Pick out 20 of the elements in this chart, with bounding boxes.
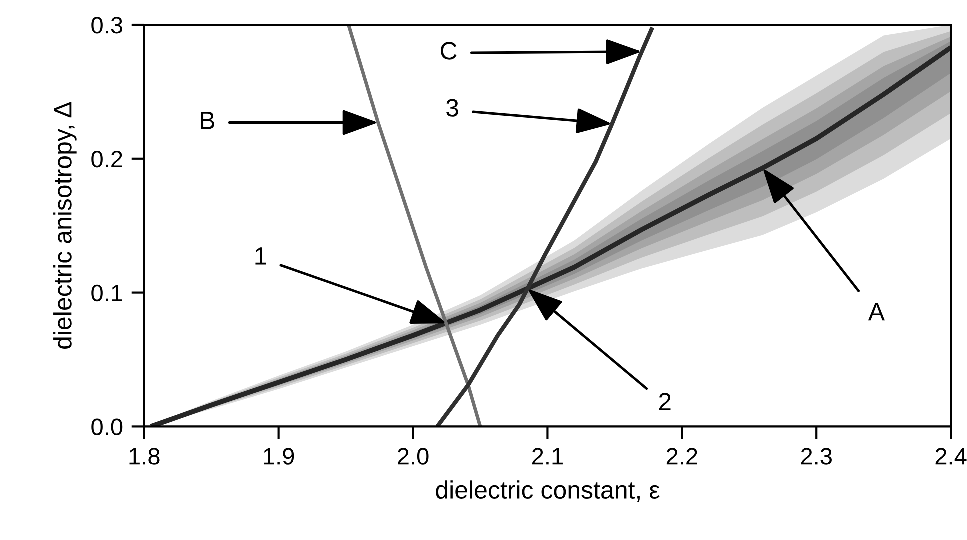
x-tick-label: 2.4 <box>936 448 967 465</box>
x-axis-title: dielectric constant, ε <box>436 480 660 502</box>
y-tick-label: 0.2 <box>92 150 122 168</box>
x-tick-label: 1.8 <box>130 448 160 465</box>
annotation: A <box>868 303 885 321</box>
y-tick-label: 0.1 <box>92 284 122 302</box>
y-axis-title: dielectric anisotropy, Δ <box>54 102 77 349</box>
annotation: 2 <box>659 393 671 411</box>
x-tick-label: 1.9 <box>264 448 294 465</box>
x-tick-label: 2.3 <box>801 448 832 465</box>
annotation: B <box>201 112 214 130</box>
line-series <box>346 25 482 427</box>
x-tick-label: 2.0 <box>398 448 429 465</box>
y-tick-label: 0.3 <box>92 17 123 34</box>
annotation: C <box>441 42 457 60</box>
x-tick-label: 2.2 <box>666 448 698 465</box>
annotation: 3 <box>446 99 458 117</box>
y-tick-label: 0.0 <box>92 418 123 436</box>
annotation: 1 <box>256 248 266 265</box>
x-tick-label: 2.1 <box>532 448 563 465</box>
